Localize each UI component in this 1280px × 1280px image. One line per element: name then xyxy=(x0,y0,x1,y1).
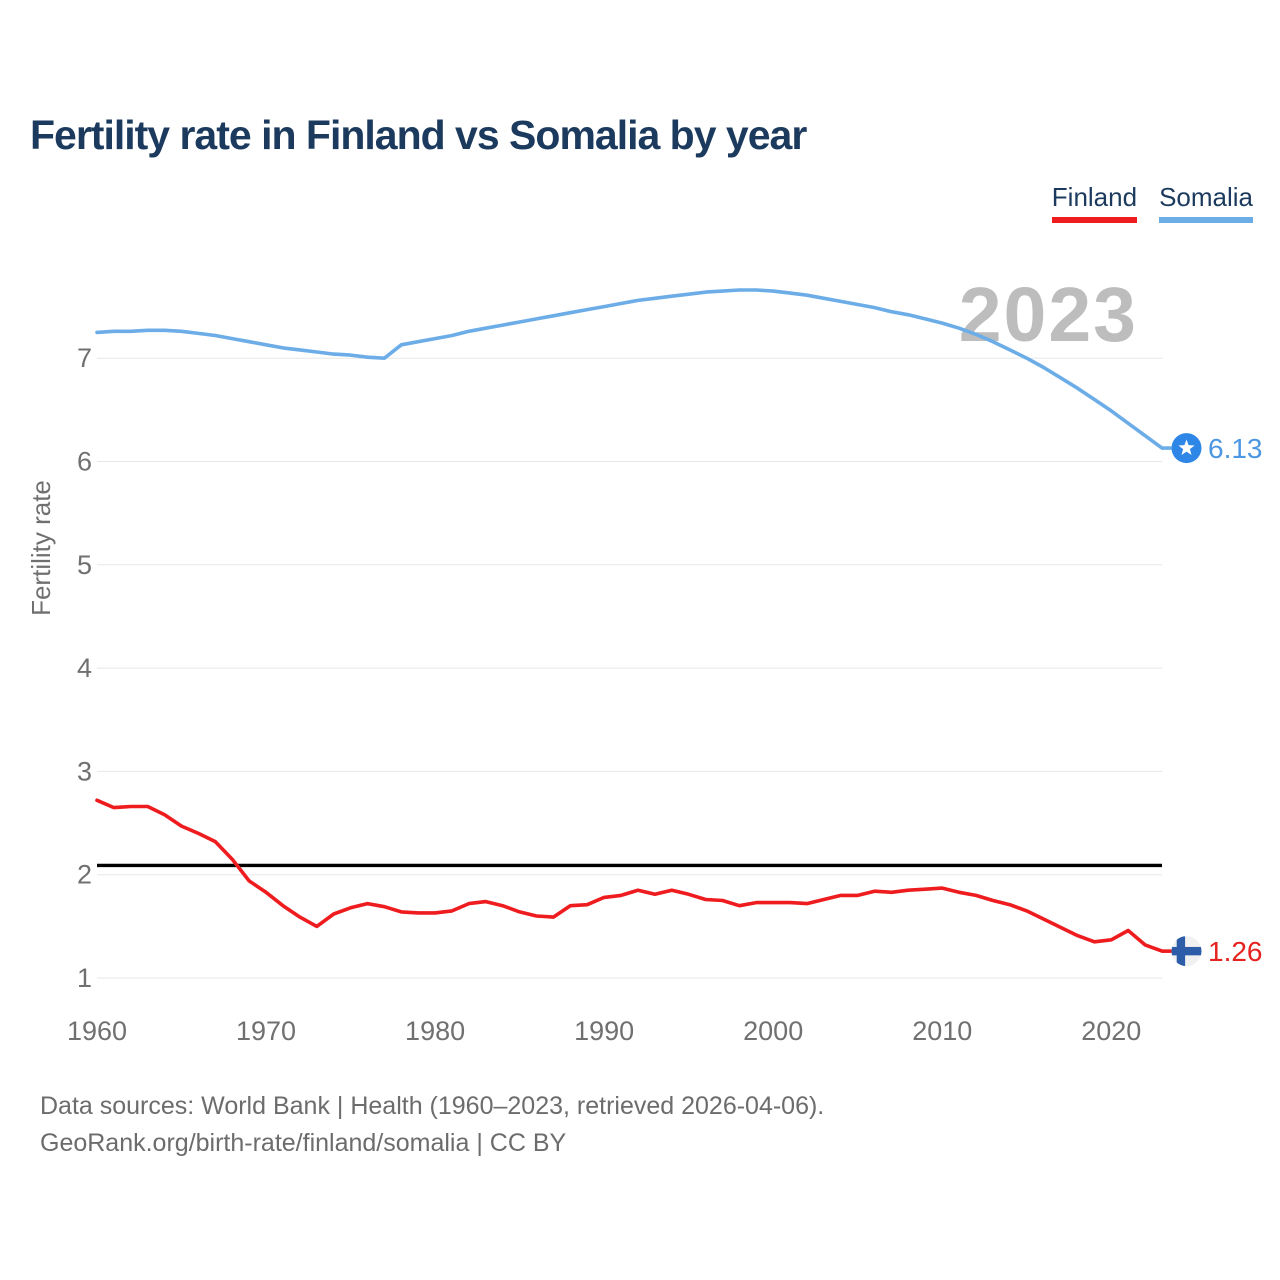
footer-url-line: GeoRank.org/birth-rate/finland/somalia |… xyxy=(40,1129,567,1157)
x-tick-label-2010: 2010 xyxy=(912,1016,972,1046)
finland-line xyxy=(95,798,1164,953)
y-tick-label-5: 5 xyxy=(77,550,92,580)
y-axis-title: Fertility rate xyxy=(26,480,56,616)
x-tick-label-2020: 2020 xyxy=(1081,1016,1141,1046)
x-axis-labels: 1960 1970 1980 1990 2000 2010 2020 xyxy=(67,1016,1141,1046)
series-lines xyxy=(95,288,1172,953)
finland-end-value-label: 1.26 xyxy=(1208,936,1263,967)
y-tick-label-7: 7 xyxy=(77,343,92,373)
footer-attribution: Data sources: World Bank | Health (1960–… xyxy=(40,1088,824,1162)
page-title: Fertility rate in Finland vs Somalia by … xyxy=(30,112,807,158)
legend-item-finland[interactable]: Finland xyxy=(1051,184,1138,223)
y-tick-label-4: 4 xyxy=(77,653,92,683)
x-tick-label-1980: 1980 xyxy=(405,1016,465,1046)
x-tick-label-1990: 1990 xyxy=(574,1016,634,1046)
legend: Finland Somalia xyxy=(1051,184,1253,223)
watermark-year: 2023 xyxy=(959,272,1138,358)
somalia-line xyxy=(95,288,1164,450)
y-tick-label-6: 6 xyxy=(77,447,92,477)
footer-sources-line: Data sources: World Bank | Health (1960–… xyxy=(40,1092,825,1120)
legend-item-somalia[interactable]: Somalia xyxy=(1159,184,1253,223)
y-tick-label-2: 2 xyxy=(77,860,92,890)
somalia-flag-icon xyxy=(1171,433,1202,464)
y-tick-label-3: 3 xyxy=(77,756,92,786)
gridlines: 1 2 3 4 5 6 7 xyxy=(77,343,1162,993)
x-tick-label-2000: 2000 xyxy=(743,1016,803,1046)
somalia-end-value-label: 6.13 xyxy=(1208,433,1263,464)
x-tick-label-1960: 1960 xyxy=(67,1016,127,1046)
x-tick-label-1970: 1970 xyxy=(236,1016,296,1046)
y-tick-label-1: 1 xyxy=(77,963,92,993)
finland-flag-icon xyxy=(1171,936,1202,967)
